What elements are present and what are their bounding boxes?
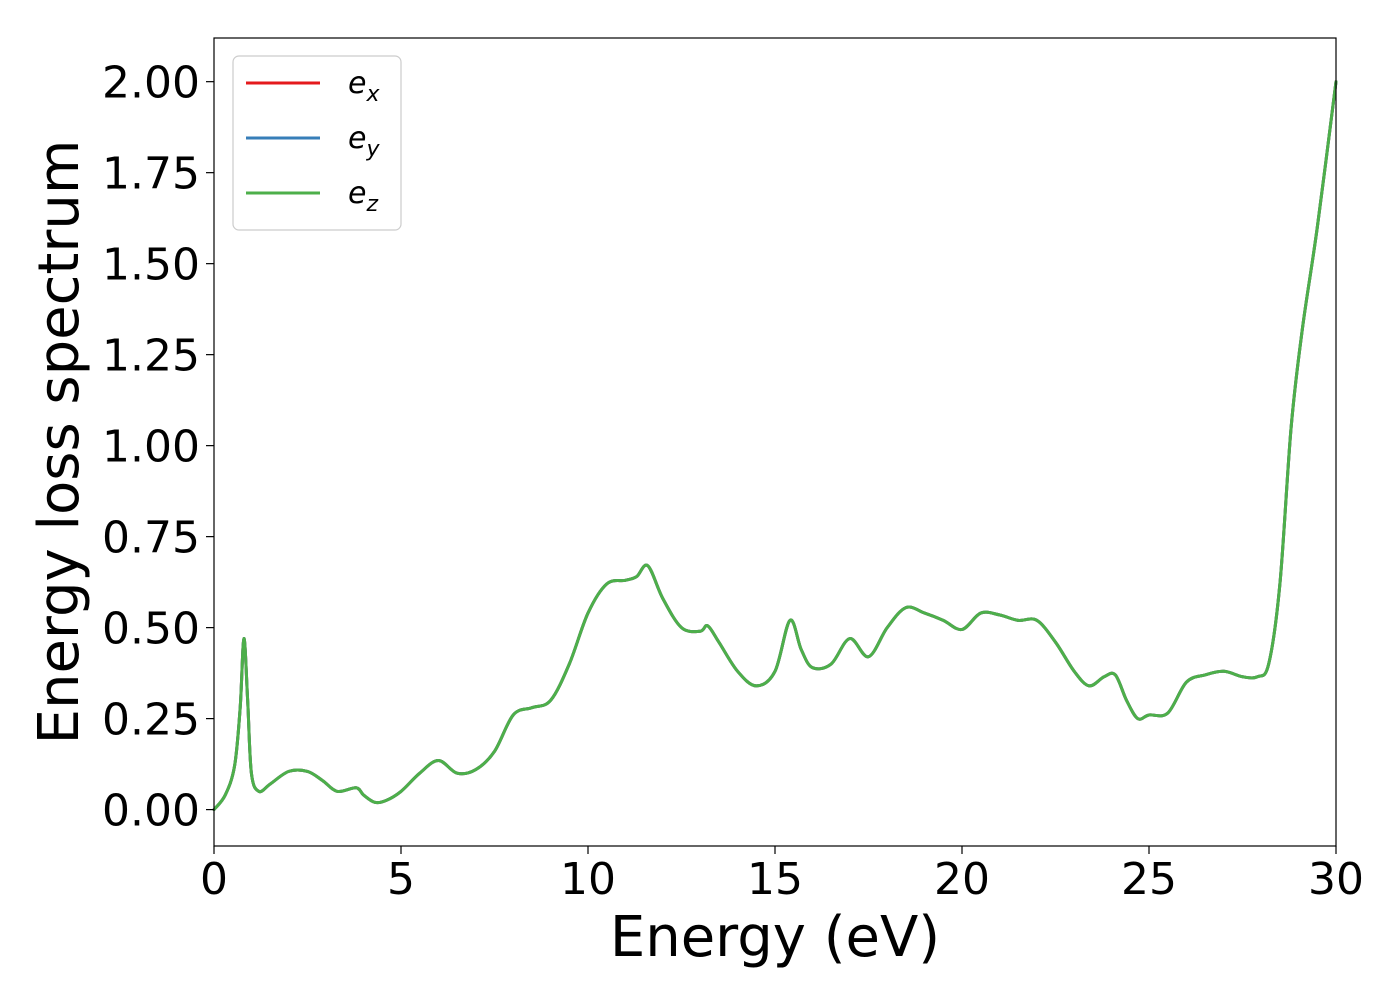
x-tick-label: 30 bbox=[1308, 854, 1364, 905]
y-tick-label: 1.00 bbox=[102, 422, 200, 473]
x-axis-label: Energy (eV) bbox=[610, 905, 940, 970]
legend-box bbox=[232, 55, 402, 231]
y-tick-label: 1.50 bbox=[102, 240, 200, 291]
x-tick-label: 15 bbox=[747, 854, 803, 905]
series-layer bbox=[212, 80, 1338, 812]
y-tick-label: 1.25 bbox=[102, 331, 200, 382]
legend-label-ex: ex bbox=[348, 66, 380, 107]
x-tick-label: 5 bbox=[387, 854, 415, 905]
legend-label-ey: ey bbox=[348, 121, 380, 162]
y-tick-label: 0.75 bbox=[102, 513, 200, 564]
x-tick-label: 25 bbox=[1121, 854, 1177, 905]
y-tick-label: 0.50 bbox=[102, 604, 200, 655]
y-axis-label: Energy loss spectrum bbox=[27, 140, 92, 745]
x-axis-ticks: 0 5 10 15 20 25 30 bbox=[200, 846, 1364, 905]
y-tick-label: 2.00 bbox=[102, 58, 200, 109]
y-tick-label: 0.00 bbox=[102, 786, 200, 837]
legend-label-ez: ez bbox=[348, 176, 378, 217]
y-tick-label: 1.75 bbox=[102, 149, 200, 200]
y-tick-label: 0.25 bbox=[102, 695, 200, 746]
x-tick-label: 0 bbox=[200, 854, 228, 905]
series-line-e-z bbox=[212, 80, 1338, 812]
x-tick-label: 10 bbox=[560, 854, 616, 905]
y-axis-ticks: 0.00 0.25 0.50 0.75 1.00 1.25 1.50 1.75 2.00 bbox=[102, 58, 214, 837]
x-tick-label: 20 bbox=[934, 854, 990, 905]
legend: ex ey ez bbox=[232, 55, 402, 231]
